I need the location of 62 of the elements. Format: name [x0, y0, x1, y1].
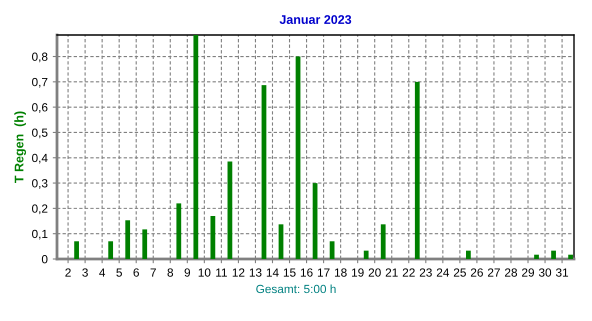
- bar: [380, 224, 386, 259]
- x-tick-label: 15: [284, 268, 296, 277]
- x-tick-label: 21: [386, 268, 398, 277]
- y-tick-label: 0,2: [32, 204, 48, 214]
- x-tick-label: 6: [134, 268, 139, 277]
- bar: [312, 183, 318, 259]
- x-tick-label: 16: [300, 268, 313, 277]
- bar: [176, 203, 182, 259]
- y-tick-label: 0,5: [32, 128, 48, 138]
- y-tick-label: 0,1: [32, 230, 48, 240]
- x-tick-label: 5: [116, 268, 122, 277]
- x-tick-label: 12: [232, 268, 244, 277]
- x-tick-label: 24: [436, 268, 450, 277]
- x-tick-label: 31: [556, 268, 568, 277]
- x-tick-label: 9: [184, 268, 190, 277]
- x-tick-label: 26: [470, 268, 483, 277]
- bar: [364, 250, 369, 259]
- bar: [125, 220, 130, 259]
- x-tick-label: 19: [352, 268, 364, 277]
- y-tick-label: 0,8: [32, 52, 48, 62]
- y-tick-label: 0,4: [32, 154, 48, 164]
- x-tick-label: 25: [454, 268, 466, 277]
- x-tick-label: 20: [368, 268, 381, 277]
- y-tick-label: 0,6: [32, 103, 48, 113]
- x-tick-label: 13: [250, 268, 262, 277]
- x-tick-label: 11: [216, 268, 227, 277]
- bar: [278, 224, 284, 259]
- bar: [534, 254, 539, 259]
- bar: [142, 229, 148, 259]
- bar: [74, 241, 79, 259]
- y-tick-label: 0,7: [32, 78, 48, 88]
- bar: [330, 241, 334, 259]
- x-tick-label: 27: [488, 268, 500, 277]
- text: Gesamt: 5:00 h: [256, 284, 336, 294]
- bar: [193, 35, 198, 259]
- x-tick-label: 14: [266, 268, 279, 277]
- bar: [228, 162, 232, 259]
- bar: [568, 254, 573, 259]
- bar: [210, 216, 216, 259]
- bar: [551, 250, 556, 259]
- x-tick-label: 3: [82, 268, 88, 277]
- bar: [414, 82, 420, 259]
- x-tick-label: 23: [420, 268, 432, 277]
- bar: [466, 250, 471, 259]
- y-tick-label: 0,3: [32, 179, 48, 189]
- bar: [296, 56, 300, 259]
- x-tick-label: 28: [505, 268, 518, 277]
- x-tick-label: 2: [65, 268, 71, 277]
- y-axis-title: T Regen (h): [14, 112, 26, 183]
- x-tick-label: 17: [318, 268, 330, 277]
- x-tick-label: 22: [402, 268, 415, 277]
- x-tick-label: 18: [334, 268, 347, 277]
- x-tick-label: 7: [150, 268, 156, 277]
- x-tick-label: 10: [198, 268, 210, 277]
- chart-title: Januar 2023: [280, 15, 352, 24]
- y-tick-label: 0: [42, 255, 48, 264]
- x-tick-label: 30: [538, 268, 552, 277]
- x-tick-label: 4: [99, 268, 106, 277]
- bar: [108, 241, 114, 259]
- bar: [262, 85, 266, 259]
- x-tick-label: 29: [522, 268, 534, 277]
- x-tick-label: 8: [168, 268, 174, 277]
